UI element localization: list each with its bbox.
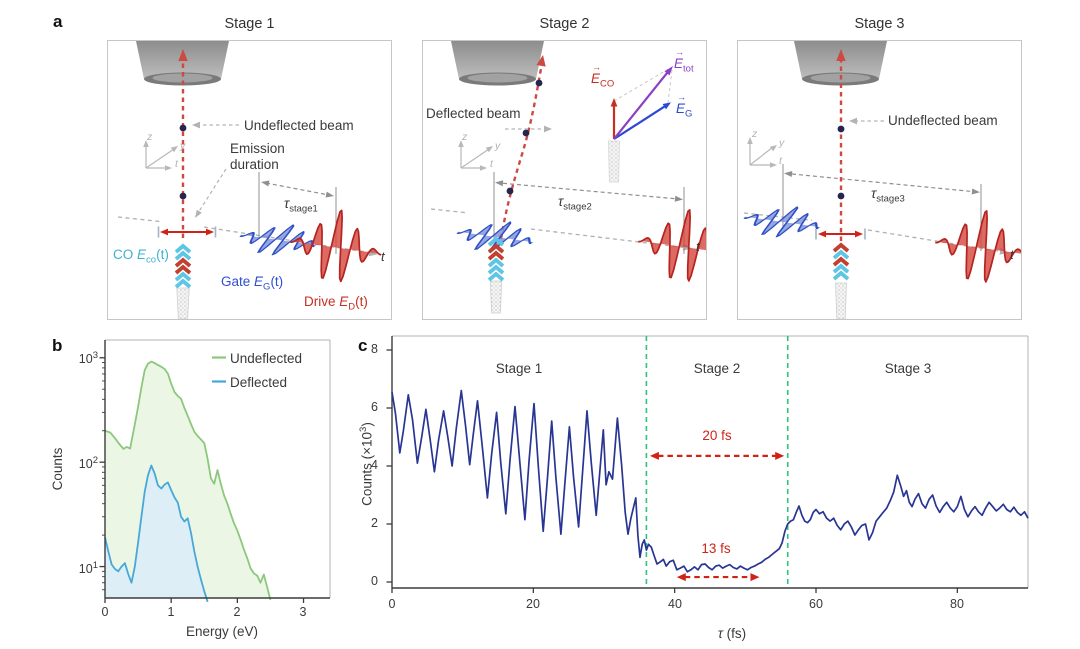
electron-dot (179, 124, 187, 132)
undeflected-beam-label: Undeflected beam (244, 118, 354, 133)
gate-pulse (239, 224, 317, 256)
axis-z-label: z (147, 131, 153, 143)
energy-spectrum-chart (99, 339, 331, 603)
electron-dot (837, 125, 845, 133)
stage3-panel: Stage 3 (737, 16, 1027, 320)
time-axis-label: t (1010, 247, 1014, 262)
axis-y-label: y (180, 140, 186, 152)
time-axis-label: t (696, 239, 700, 254)
panel-b: b Counts 103 102 101 0 1 2 3 Energy (eV)… (40, 330, 360, 649)
panel-label-c: c (358, 336, 368, 355)
stage1-title: Stage 1 (224, 16, 275, 32)
electron-dot (179, 192, 187, 200)
gate-pulse (743, 206, 821, 238)
panel-label-a: a (53, 12, 63, 31)
stage3-title: Stage 3 (854, 16, 905, 32)
c-ytick: 2 (371, 516, 378, 530)
axis-t-label: t (779, 155, 782, 167)
detector-icon (451, 41, 544, 79)
axis-y-label: y (779, 137, 785, 149)
eco-vector-label: → ECO (591, 62, 615, 90)
region-label-stage2: Stage 2 (693, 361, 741, 376)
tau-stage1-label: τstage1 (284, 195, 318, 215)
axis-z-label: z (752, 128, 758, 140)
c-xtick: 20 (526, 597, 540, 611)
axis-y-label: y (495, 140, 501, 152)
drive-pulse (935, 210, 1027, 283)
drive-pulse (290, 209, 382, 283)
axis-t-label: t (175, 158, 178, 170)
legend-undeflected-label: Undeflected (230, 351, 303, 366)
electron-dot (522, 129, 530, 137)
stage3-diagram (743, 41, 1027, 320)
c-xtick: 80 (950, 597, 964, 611)
tau-stage3-label: τstage3 (871, 185, 905, 205)
stage1-panel: Stage 1 (107, 16, 392, 320)
b-xlabel: Energy (eV) (185, 624, 259, 639)
c-xtick: 60 (809, 597, 823, 611)
c-ytick: 0 (371, 574, 378, 588)
stage2-diagram (430, 41, 730, 314)
c-xlabel: τ (fs) (717, 626, 747, 641)
delay-scan-chart (386, 335, 1029, 593)
b-xtick: 1 (167, 605, 175, 619)
annotation-13fs: 13 fs (701, 541, 731, 556)
eg-vector (613, 104, 667, 140)
undeflected-beam-label: Undeflected beam (888, 113, 998, 128)
time-axis-label: t (381, 249, 385, 264)
gate-field-label: Gate EG(t) (221, 274, 284, 293)
panel-label-b: b (52, 336, 63, 355)
b-ytick: 101 (78, 560, 98, 577)
b-xtick: 2 (233, 605, 241, 619)
electron-dot (506, 187, 514, 195)
etot-vector (613, 69, 670, 140)
stage2-panel: Stage 2 (422, 16, 730, 320)
c-xtick: 40 (668, 597, 682, 611)
drive-field-label: Drive ED(t) (304, 294, 368, 313)
axis-t-label: t (490, 158, 493, 170)
b-xtick: 0 (101, 605, 109, 619)
annotation-20fs: 20 fs (702, 428, 732, 443)
nanotip (835, 282, 847, 320)
mini-nanotip (608, 140, 620, 183)
stage1-diagram (117, 41, 382, 320)
emission-duration-label: Emission duration (230, 141, 285, 173)
region-label-stage3: Stage 3 (884, 361, 932, 376)
eg-vector-label: → EG (676, 92, 693, 120)
panel-c: c Counts (×103) 0 2 4 6 8 0 20 40 60 80 … (350, 330, 1080, 649)
b-xtick: 3 (299, 605, 307, 619)
region-label-stage1: Stage 1 (495, 361, 543, 376)
c-ytick: 8 (371, 342, 378, 356)
tau-stage2-label: τstage2 (558, 193, 592, 213)
b-ylabel: Counts (49, 447, 65, 491)
b-ytick: 103 (78, 350, 98, 367)
axis-z-label: z (462, 131, 468, 143)
c-ytick: 6 (371, 400, 378, 414)
co-field-label: CO Eco(t) (113, 247, 169, 266)
deflected-beam-label: Deflected beam (426, 106, 521, 121)
etot-vector-label: → Etot (674, 47, 694, 75)
c-xtick: 0 (388, 597, 396, 611)
electron-dot (837, 192, 845, 200)
nanotip (176, 287, 190, 320)
deflected-beam (499, 62, 544, 240)
nanotip (489, 280, 503, 314)
b-ytick: 102 (78, 455, 98, 472)
legend-deflected-label: Deflected (230, 375, 288, 390)
gate-pulse (456, 221, 534, 253)
c-ytick: 4 (371, 458, 378, 472)
electron-dot (535, 79, 543, 87)
stage2-title: Stage 2 (539, 16, 590, 32)
